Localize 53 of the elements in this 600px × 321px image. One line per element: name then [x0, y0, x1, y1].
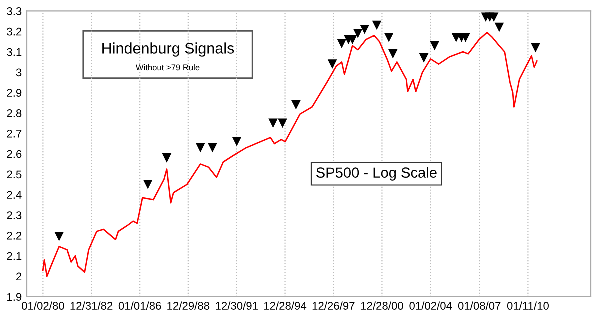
y-tick-label: 2.7 — [7, 130, 22, 138]
x-tick-label: 12/31/82 — [70, 302, 113, 310]
y-tick-label: 2.2 — [7, 232, 22, 240]
point — [419, 54, 429, 63]
point — [388, 49, 398, 59]
y-tick-label: 1.9 — [8, 293, 22, 302]
point — [348, 35, 358, 44]
y-tick-label: 2.6 — [7, 150, 22, 158]
line-series — [42, 32, 538, 278]
x-tick-label: 12/26/97 — [312, 302, 355, 310]
point — [360, 24, 370, 34]
y-tick-label: 2.3 — [7, 212, 22, 220]
annotation: SP500 - Log Scale — [316, 167, 437, 181]
text: Without >79 Rule — [136, 64, 200, 71]
point — [494, 22, 504, 32]
point — [268, 118, 278, 128]
y-tick-label: 2.9 — [7, 89, 22, 97]
point — [353, 29, 363, 38]
point — [162, 154, 172, 163]
x-tick-label: 01/02/04 — [410, 302, 452, 310]
point — [461, 33, 470, 42]
y-tick-label: 3.2 — [7, 28, 22, 36]
point — [292, 100, 301, 110]
point — [531, 43, 540, 53]
x-tick-label: 01/01/86 — [118, 302, 162, 310]
point — [196, 143, 206, 153]
x-tick-label: 12/29/88 — [168, 302, 210, 310]
x-tick-label: 12/28/00 — [361, 302, 404, 310]
y-tick-label: 3 — [16, 68, 22, 77]
point — [372, 20, 382, 30]
point — [384, 33, 394, 42]
point — [337, 39, 347, 49]
x-tick-label: 01/02/80 — [22, 302, 64, 310]
y-tick-label: 2 — [16, 272, 22, 281]
y-tick-label: 2.8 — [7, 110, 22, 118]
y-tick-label: 2.5 — [7, 170, 22, 179]
y-tick-label: 2.4 — [7, 191, 22, 199]
x-tick-label: 12/28/94 — [264, 302, 307, 310]
text: Hindenburg Signals — [102, 42, 234, 57]
point — [143, 180, 153, 190]
point — [430, 41, 440, 51]
x-tick-label: 01/08/07 — [458, 302, 501, 310]
y-tick-label: 2.1 — [7, 252, 22, 260]
y-tick-label: 3.1 — [7, 48, 22, 56]
point — [489, 12, 499, 22]
x-tick-label: 01/11/10 — [507, 302, 549, 310]
point — [208, 143, 218, 153]
point — [278, 118, 288, 128]
point — [328, 60, 338, 69]
y-tick-label: 3.3 — [7, 8, 22, 16]
point — [54, 232, 64, 242]
x-tick-label: 12/30/91 — [216, 302, 258, 310]
point — [232, 137, 242, 146]
